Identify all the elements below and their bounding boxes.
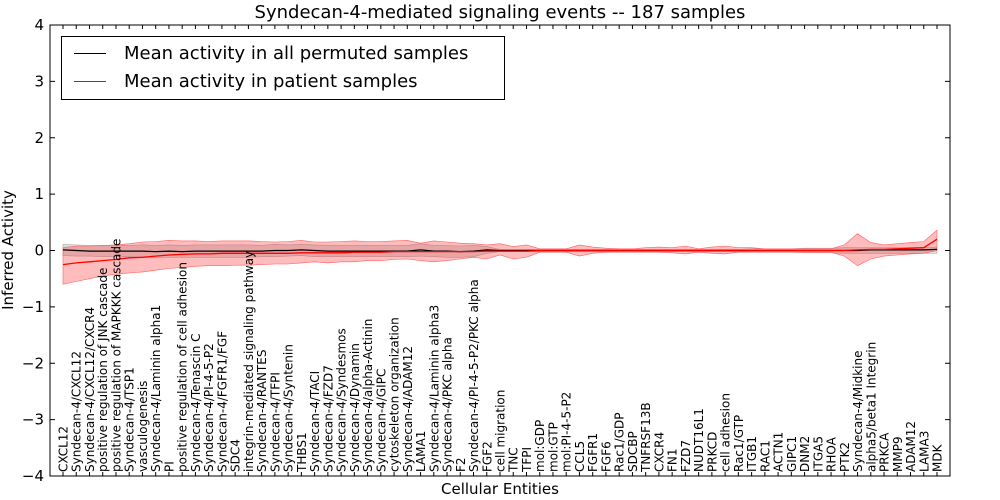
x-tick-label: SDCBP: [626, 431, 640, 472]
x-tick-label: GIPC1: [785, 436, 799, 472]
x-tick-label: PRKCA: [878, 432, 892, 472]
x-tick-label: Rac1/GTP: [732, 415, 746, 472]
x-tick-label: vasculogenesis: [136, 381, 150, 472]
x-tick-label: Syndecan-4/CXCL12: [70, 351, 84, 472]
x-tick-label: Syndecan-4/Dynamin: [348, 343, 362, 472]
y-tick-label: 2: [34, 129, 44, 147]
x-tick-label: NUDT16L1: [692, 408, 706, 472]
x-tick-label: Syndecan-4/alpha-Actinin: [361, 319, 375, 472]
x-tick-label: PRKCD: [705, 432, 719, 472]
legend: Mean activity in all permuted samples Me…: [61, 36, 505, 100]
legend-item-patient: Mean activity in patient samples: [74, 68, 418, 94]
x-tick-label: alpha5/beta1 Integrin: [864, 342, 878, 472]
x-tick-label: CXCL12: [57, 426, 71, 472]
x-axis-category-labels: CXCL12 Syndecan-4/CXCL12 Syndecan-4/CXCL12…: [57, 25, 945, 476]
band-patient: [62, 229, 938, 285]
x-tick-label: ITGA5: [811, 436, 825, 472]
chart-title: Syndecan-4-mediated signaling events -- …: [255, 2, 746, 23]
x-tick-label: PTK2: [838, 442, 852, 472]
x-tick-label: FN1: [666, 448, 680, 472]
x-tick-label: positive regulation of MAPKKK cascade: [110, 239, 124, 472]
y-axis-label: Inferred Activity: [0, 190, 17, 310]
x-tick-label: Syndecan-4/PI-4-5-P2/PKC alpha: [467, 279, 481, 472]
x-tick-label: LAMA3: [917, 431, 931, 472]
x-tick-label: TNC: [507, 447, 521, 473]
x-tick-label: DNM2: [798, 436, 812, 472]
x-tick-label: Syndecan-4/GIPC: [374, 369, 388, 472]
x-tick-label: ITGB1: [745, 436, 759, 472]
legend-swatch-red: [74, 80, 106, 82]
x-tick-label: Syndecan-4/TSP1: [123, 367, 137, 472]
x-tick-label: MMP9: [891, 436, 905, 472]
x-tick-label: RAC1: [758, 440, 772, 472]
legend-label-permuted: Mean activity in all permuted samples: [124, 42, 469, 64]
x-tick-label: Syndecan-4/Midkine: [851, 351, 865, 472]
x-tick-label: Syndecan-4/Syndesmos: [335, 328, 349, 472]
x-tick-label: CXCR4: [652, 432, 666, 472]
x-tick-label: THBS1: [295, 432, 309, 473]
y-tick-label: −4: [22, 467, 44, 485]
x-tick-label: positive regulation of cell adhesion: [176, 262, 190, 472]
x-tick-label: MDK: [931, 443, 945, 472]
x-tick-label: FGFR1: [586, 433, 600, 472]
x-tick-label: RHOA: [825, 436, 839, 472]
x-tick-label: LAMA1: [414, 431, 428, 472]
x-tick-label: Syndecan-4/PKC alpha: [441, 337, 455, 472]
series-line-patient: [62, 238, 938, 266]
x-tick-label: Syndecan-4/FZD7: [321, 365, 335, 472]
x-tick-label: Syndecan-4/FGFR1/FGF: [215, 331, 229, 472]
legend-swatch-black: [74, 52, 106, 54]
x-tick-label: CCL5: [573, 441, 587, 472]
y-tick-label: −2: [22, 354, 44, 372]
y-tick-label: 1: [34, 185, 44, 203]
legend-item-permuted: Mean activity in all permuted samples: [74, 40, 468, 66]
x-tick-label: TNFRSF13B: [639, 402, 653, 473]
x-tick-label: Syndecan-4/ADAM12: [401, 346, 415, 472]
x-tick-label: integrin-mediated signaling pathway: [242, 251, 256, 472]
x-tick-label: Syndecan-4/Laminin alpha1: [149, 305, 163, 472]
x-tick-label: Syndecan-4/Syntenin: [282, 344, 296, 472]
x-tick-label: Syndecan-4/TFPI: [268, 372, 282, 472]
x-tick-label: TFPI: [520, 447, 534, 473]
x-tick-label: mol:GTP: [547, 422, 561, 472]
x-tick-label: ADAM12: [904, 421, 918, 472]
y-tick-label: 4: [34, 16, 44, 34]
x-tick-label: Syndecan-4/TACI: [308, 371, 322, 472]
x-tick-label: F2: [454, 457, 468, 472]
x-tick-label: Syndecan-4/PI-4-5-P2: [202, 343, 216, 472]
x-tick-label: FGF2: [480, 441, 494, 472]
x-tick-label: cell migration: [494, 390, 508, 472]
y-axis-ticks: −4 −3 −2 −1 0 1 2 3 4: [22, 16, 950, 485]
series-lines: [62, 238, 938, 266]
legend-label-patient: Mean activity in patient samples: [124, 70, 418, 92]
confidence-bands: [62, 229, 938, 285]
x-tick-label: FGF6: [599, 441, 613, 472]
x-tick-label: mol:GDP: [533, 420, 547, 472]
x-axis-label: Cellular Entities: [441, 480, 559, 498]
y-tick-label: −3: [22, 411, 44, 429]
x-tick-label: cell adhesion: [719, 393, 733, 472]
x-tick-label: Rac1/GDP: [613, 413, 627, 472]
x-tick-label: ACTN1: [772, 432, 786, 472]
y-tick-label: 0: [34, 242, 44, 260]
x-tick-label: PI: [162, 461, 176, 472]
x-tick-label: SDC4: [229, 439, 243, 472]
x-tick-label: Syndecan-4/Laminin alpha3: [427, 305, 441, 472]
x-tick-label: mol:PI-4-5-P2: [560, 392, 574, 472]
x-tick-label: Syndecan-4/CXCL12/CXCR4: [83, 307, 97, 472]
y-tick-label: 3: [34, 72, 44, 90]
x-tick-label: cytoskeleton organization: [388, 317, 402, 472]
x-tick-label: positive regulation of JNK cascade: [96, 268, 110, 472]
y-tick-label: −1: [22, 298, 44, 316]
x-tick-label: Syndecan-4/Tenascin C: [189, 333, 203, 472]
x-tick-label: FZD7: [679, 440, 693, 472]
x-tick-label: Syndecan-4/RANTES: [255, 350, 269, 472]
